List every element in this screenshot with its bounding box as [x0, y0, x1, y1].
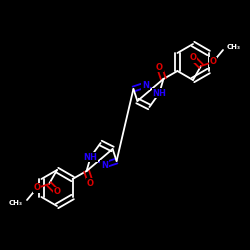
Text: O: O — [210, 58, 216, 66]
Text: O: O — [87, 178, 94, 188]
Text: O: O — [54, 188, 60, 196]
Text: O: O — [34, 184, 40, 192]
Text: CH₃: CH₃ — [9, 200, 23, 206]
Text: N: N — [101, 160, 108, 170]
Text: NH: NH — [152, 88, 166, 98]
Text: O: O — [156, 62, 163, 72]
Text: NH: NH — [84, 152, 98, 162]
Text: N: N — [142, 80, 149, 90]
Text: CH₃: CH₃ — [227, 44, 241, 50]
Text: O: O — [190, 54, 196, 62]
